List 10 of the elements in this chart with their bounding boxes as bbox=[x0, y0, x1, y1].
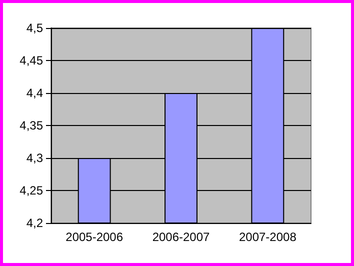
y-tick-label: 4,5 bbox=[26, 21, 44, 35]
y-tick-label: 4,4 bbox=[26, 86, 44, 100]
y-tick-label: 4,35 bbox=[20, 118, 44, 132]
y-tick-label: 4,2 bbox=[26, 216, 44, 230]
y-tick-label: 4,3 bbox=[26, 151, 44, 165]
x-tick-label: 2007-2008 bbox=[238, 230, 297, 244]
y-tick-label: 4,25 bbox=[20, 184, 44, 198]
x-tick-label: 2006-2007 bbox=[152, 230, 210, 244]
x-tick-label: 2005-2006 bbox=[66, 230, 124, 244]
y-tick-label: 4,45 bbox=[20, 54, 44, 68]
